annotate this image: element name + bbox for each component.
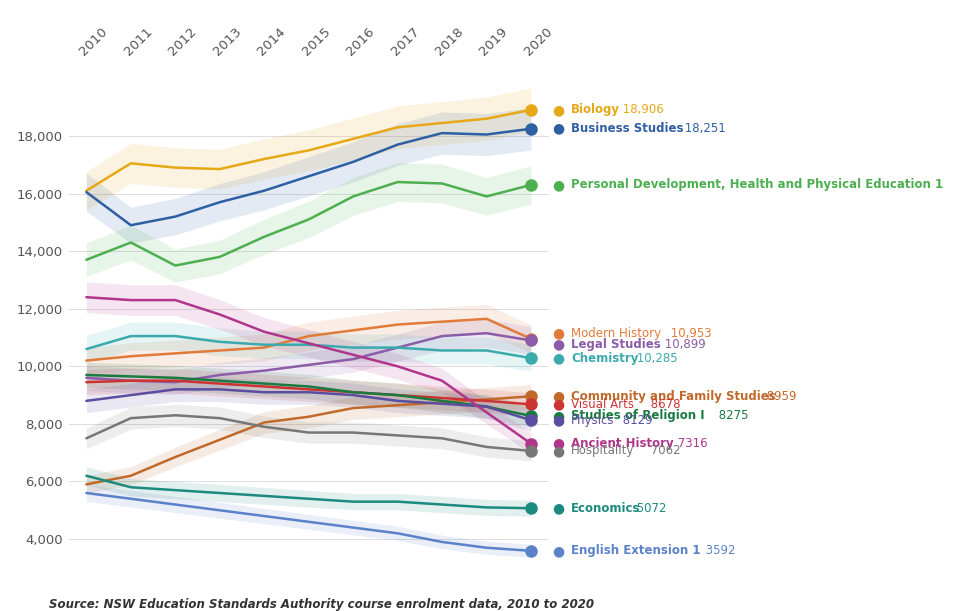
Text: Economics: Economics bbox=[571, 502, 641, 514]
Text: Personal Development, Health and Physical Education 1: Personal Development, Health and Physica… bbox=[571, 178, 944, 191]
Text: 18,906: 18,906 bbox=[619, 103, 664, 116]
Text: 8275: 8275 bbox=[715, 409, 749, 422]
Text: ●: ● bbox=[553, 444, 564, 458]
Text: 3592: 3592 bbox=[702, 544, 735, 557]
Text: Hospitality: Hospitality bbox=[571, 444, 635, 458]
Text: ●: ● bbox=[553, 397, 564, 411]
Text: ●: ● bbox=[553, 338, 564, 352]
Text: ●: ● bbox=[553, 122, 564, 136]
Text: ●: ● bbox=[553, 544, 564, 558]
Text: Studies of Religion I: Studies of Religion I bbox=[571, 409, 705, 422]
Text: Business Studies: Business Studies bbox=[571, 122, 684, 135]
Text: ●: ● bbox=[553, 178, 564, 192]
Text: 5072: 5072 bbox=[633, 502, 666, 514]
Text: 8959: 8959 bbox=[763, 390, 797, 403]
Text: Community and Family Studies: Community and Family Studies bbox=[571, 390, 776, 403]
Text: ●: ● bbox=[553, 326, 564, 340]
Text: Biology: Biology bbox=[571, 103, 620, 116]
Text: 7062: 7062 bbox=[647, 444, 680, 458]
Text: ●: ● bbox=[553, 351, 564, 365]
Text: Visual Arts: Visual Arts bbox=[571, 398, 634, 411]
Text: 8129: 8129 bbox=[619, 414, 653, 426]
Text: Ancient History: Ancient History bbox=[571, 437, 674, 450]
Text: English Extension 1: English Extension 1 bbox=[571, 544, 701, 557]
Text: 8678: 8678 bbox=[647, 398, 680, 411]
Text: Source: NSW Education Standards Authority course enrolment data, 2010 to 2020: Source: NSW Education Standards Authorit… bbox=[49, 598, 594, 611]
Text: 18,251: 18,251 bbox=[681, 122, 726, 135]
Text: Legal Studies: Legal Studies bbox=[571, 338, 662, 351]
Text: 10,285: 10,285 bbox=[633, 351, 678, 365]
Text: Physics: Physics bbox=[571, 414, 614, 426]
Text: ●: ● bbox=[553, 103, 564, 117]
Text: 10,899: 10,899 bbox=[661, 338, 706, 351]
Text: ●: ● bbox=[553, 409, 564, 423]
Text: 7316: 7316 bbox=[674, 437, 708, 450]
Text: ●: ● bbox=[553, 389, 564, 403]
Text: ●: ● bbox=[553, 437, 564, 450]
Text: ●: ● bbox=[553, 501, 564, 515]
Text: ●: ● bbox=[553, 413, 564, 427]
Text: Modern History: Modern History bbox=[571, 327, 662, 340]
Text: 10,953: 10,953 bbox=[667, 327, 712, 340]
Text: Chemistry: Chemistry bbox=[571, 351, 639, 365]
